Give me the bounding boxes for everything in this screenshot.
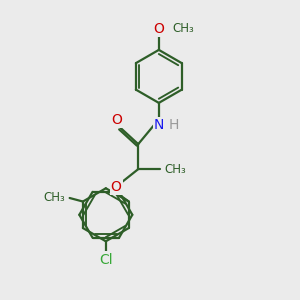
Text: Cl: Cl — [99, 253, 112, 266]
Text: CH₃: CH₃ — [165, 163, 187, 176]
Text: O: O — [111, 180, 122, 194]
Text: CH₃: CH₃ — [172, 22, 194, 35]
Text: O: O — [153, 22, 164, 36]
Text: CH₃: CH₃ — [44, 191, 65, 204]
Text: H: H — [169, 118, 179, 132]
Text: N: N — [154, 118, 164, 132]
Text: O: O — [112, 113, 122, 127]
